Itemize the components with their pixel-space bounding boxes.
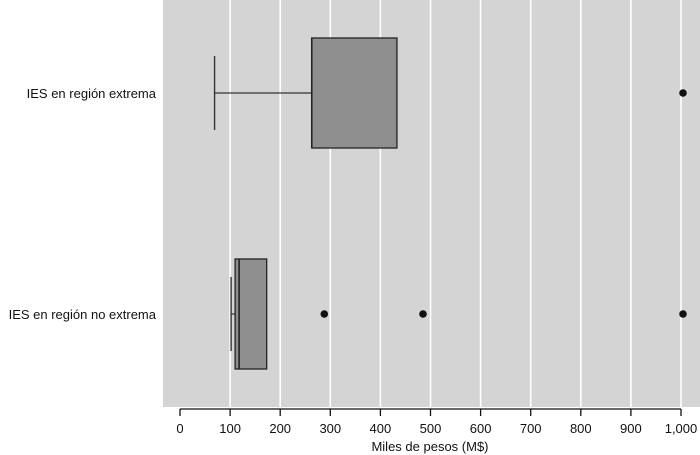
x-tick-label: 900 <box>620 421 642 436</box>
x-tick-label: 200 <box>269 421 291 436</box>
box-iqr <box>311 37 398 149</box>
x-tick-label: 0 <box>176 421 183 436</box>
category-label: IES en región extrema <box>27 86 157 101</box>
box-1 <box>230 258 687 370</box>
x-tick-label: 600 <box>470 421 492 436</box>
x-tick-label: 300 <box>319 421 341 436</box>
x-tick-label: 100 <box>219 421 241 436</box>
x-tick-label: 800 <box>570 421 592 436</box>
box-iqr <box>234 258 268 370</box>
category-label: IES en región no extrema <box>9 307 157 322</box>
x-tick-label: 400 <box>370 421 392 436</box>
x-tick-label: 700 <box>520 421 542 436</box>
outlier-point <box>419 310 427 318</box>
x-axis-label: Miles de pesos (M$) <box>371 439 488 454</box>
outlier-point <box>320 310 329 318</box>
x-tick-label: 500 <box>420 421 442 436</box>
x-tick-label: 1,000 <box>665 421 698 436</box>
box-0 <box>213 37 687 149</box>
outlier-point <box>679 310 687 318</box>
outlier-point <box>679 89 687 97</box>
